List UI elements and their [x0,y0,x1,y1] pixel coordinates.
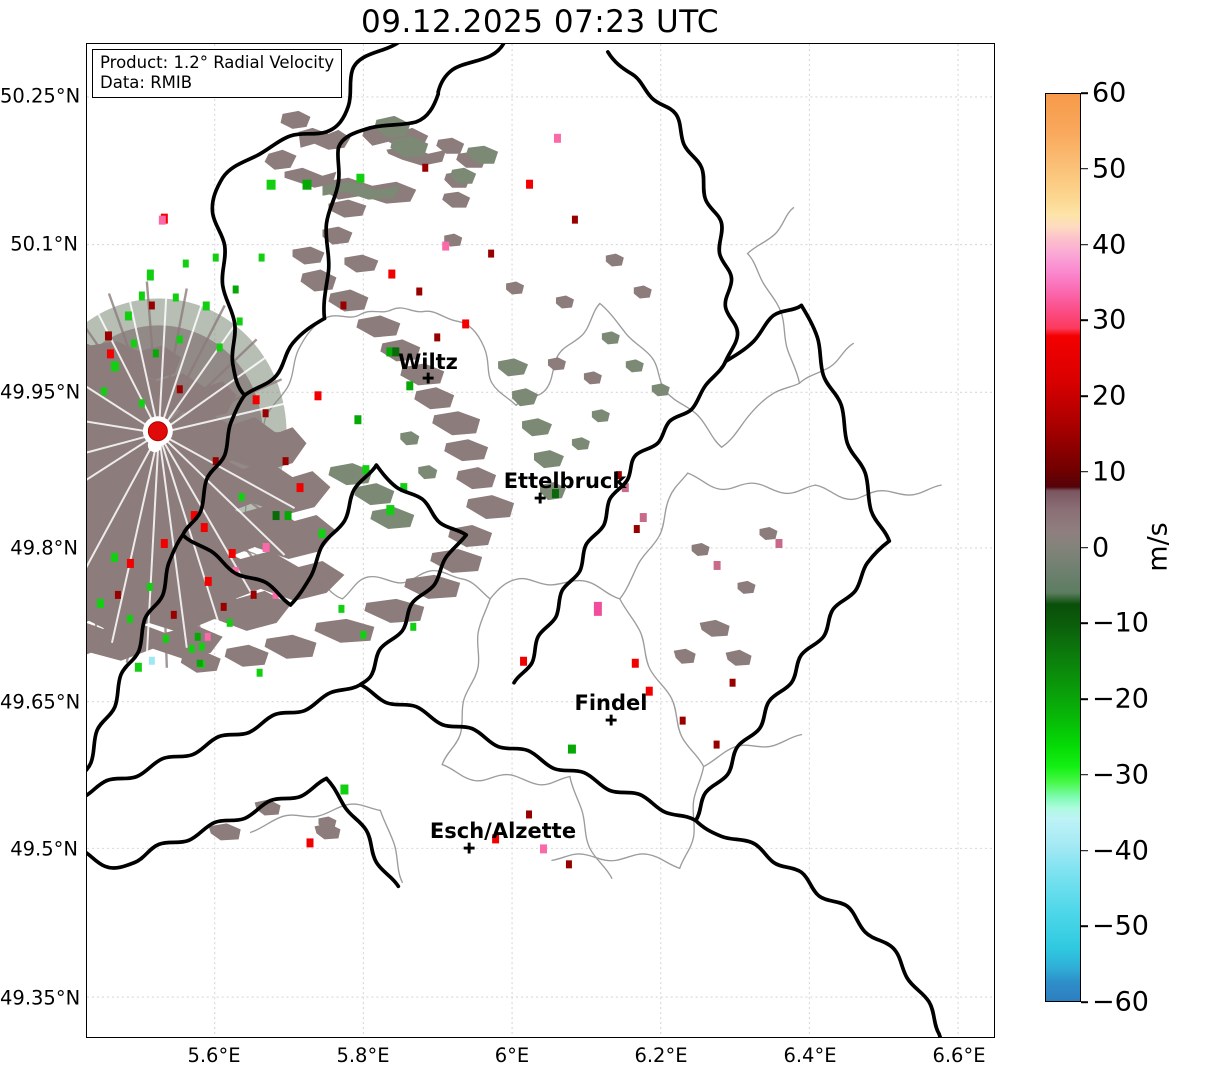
colorbar-tick-line [1081,622,1088,625]
colorbar-tick-label: −10 [1092,607,1149,639]
colorbar-tick-line [1081,319,1088,322]
city-marker-wiltz: ✚ [421,369,435,388]
y-tick-label: 49.35°N [0,986,81,1010]
city-marker-ettelbruck: ✚ [533,489,547,508]
colorbar-tick-line [1081,849,1088,852]
colorbar-tick-label: −20 [1092,683,1149,715]
city-label-wiltz: Wiltz [398,350,458,374]
colorbar-tick-line [1081,395,1088,397]
colorbar-tick-label: −40 [1092,835,1149,866]
colorbar-tick-line [1081,698,1088,700]
colorbar-tick-label: −60 [1092,986,1149,1018]
y-tick-label: 49.95°N [0,380,81,404]
colorbar-tick-label: 60 [1092,77,1127,109]
colorbar-tick-container: 60 50 40 30 20 10 0 −10 −20 −30 −40 −50 −60 [1081,78,1201,1018]
colorbar-tick-label: 0 [1092,532,1110,563]
colorbar-tick-label: −50 [1092,910,1149,942]
product-line: Product: 1.2° Radial Velocity [100,53,335,72]
x-tick-label: 6°E [494,1044,530,1067]
colorbar-tick-line [1081,1001,1088,1003]
x-tick-label: 5.8°E [336,1044,390,1067]
radar-echo-layer [87,110,783,869]
colorbar-tick-line [1081,167,1088,170]
colorbar-tick-line [1081,92,1088,94]
map-axes[interactable] [86,43,995,1038]
colorbar-tick-label: 20 [1092,380,1127,412]
city-marker-esch-alzette: ✚ [462,839,476,858]
y-tick-label: 49.5°N [10,837,78,861]
colorbar-tick-label: −30 [1092,759,1149,791]
product-info-box: Product: 1.2° Radial Velocity Data: RMIB [92,49,343,99]
colorbar-tick-label: 50 [1092,153,1127,185]
colorbar-unit-label: m/s [1142,522,1174,572]
colorbar-tick-line [1081,773,1088,776]
city-label-esch-alzette: Esch/Alzette [429,819,577,843]
y-tick-label: 49.65°N [0,690,81,714]
velocity-colorbar[interactable] [1045,93,1081,1002]
data-source-line: Data: RMIB [100,73,193,93]
colorbar-tick-line [1081,470,1088,473]
colorbar-tick-label: 10 [1092,456,1127,488]
y-tick-label: 50.25°N [0,84,81,108]
city-label-ettelbruck: Ettelbruck [503,469,627,493]
national-borders [87,44,943,1037]
city-marker-findel: ✚ [604,711,618,730]
colorbar-tick-line [1081,243,1088,246]
colorbar-tick-line [1081,925,1088,928]
page-title: 09.12.2025 07:23 UTC [361,4,719,40]
radar-site-marker[interactable] [142,416,173,453]
colorbar-tick-line [1081,546,1088,549]
colorbar-tick-label: 30 [1092,304,1127,336]
y-tick-label: 50.1°N [10,232,78,256]
y-tick-label: 49.8°N [10,536,78,560]
x-tick-label: 5.6°E [187,1044,241,1067]
radar-map-canvas[interactable] [87,44,994,1037]
x-tick-label: 6.6°E [932,1044,986,1067]
x-tick-label: 6.2°E [634,1044,688,1067]
city-label-findel: Findel [574,691,648,715]
x-tick-label: 6.4°E [783,1044,837,1067]
colorbar-tick-label: 40 [1092,229,1127,260]
